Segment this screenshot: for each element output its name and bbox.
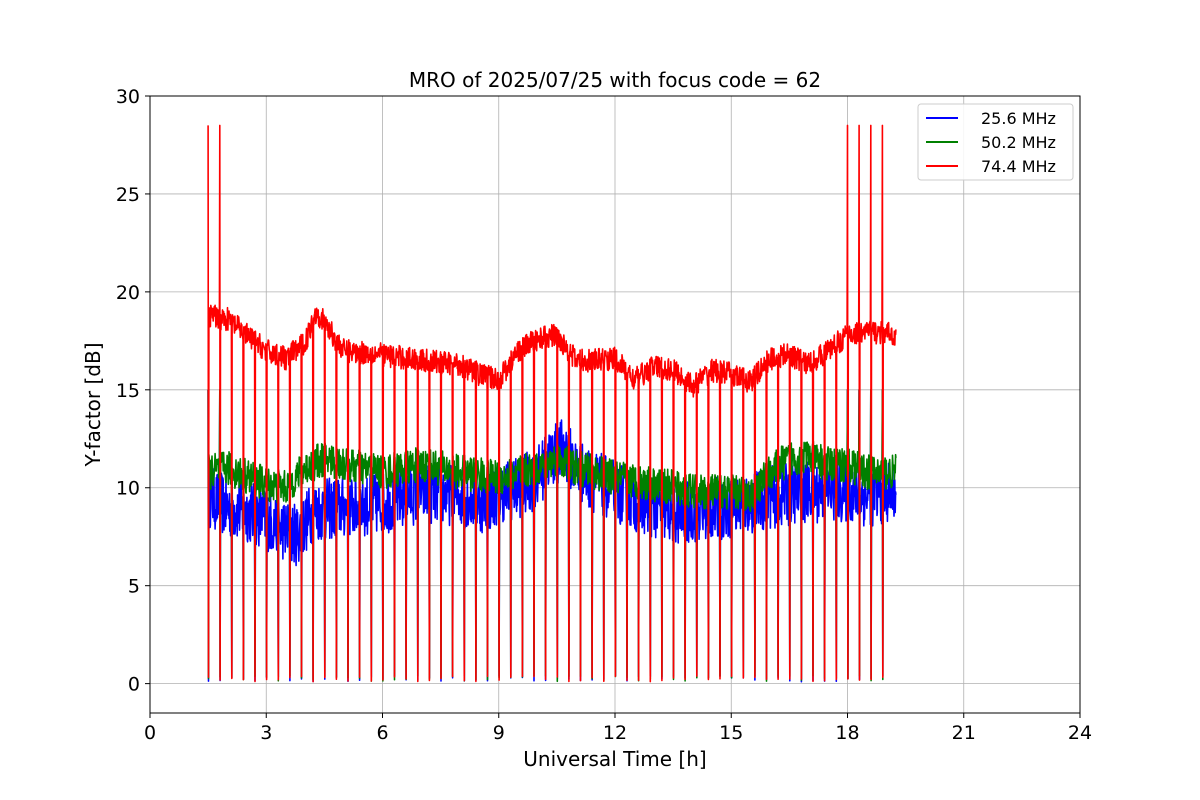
x-tick-label: 3 <box>260 722 272 744</box>
chart-title: MRO of 2025/07/25 with focus code = 62 <box>409 68 821 92</box>
x-axis-label: Universal Time [h] <box>523 747 706 771</box>
x-tick-label: 15 <box>719 722 743 744</box>
series-line <box>207 389 897 683</box>
x-tick-label: 12 <box>603 722 627 744</box>
plot-area <box>207 124 897 683</box>
y-tick-label: 15 <box>116 380 140 402</box>
y-tick-label: 5 <box>128 576 140 598</box>
series-line <box>207 389 897 683</box>
x-tick-label: 0 <box>144 722 156 744</box>
y-tick-label: 30 <box>116 86 140 108</box>
x-tick-label: 6 <box>376 722 388 744</box>
y-tick-label: 10 <box>116 478 140 500</box>
y-tick-label: 20 <box>116 282 140 304</box>
x-tick-label: 9 <box>493 722 505 744</box>
x-tick-label: 24 <box>1068 722 1092 744</box>
legend-entry: 74.4 MHz <box>981 157 1056 176</box>
y-axis-label: Y-factor [dB] <box>81 342 105 467</box>
legend-box <box>917 103 1074 181</box>
legend-entry: 50.2 MHz <box>981 133 1056 152</box>
ticks: 0 3 6 9 12 15 18 21 24 0 5 10 15 20 25 30 <box>116 86 1092 744</box>
y-tick-label: 0 <box>128 674 140 696</box>
x-tick-label: 21 <box>952 722 976 744</box>
legend: 25.6 MHz 50.2 MHz 74.4 MHz <box>917 103 1074 181</box>
legend-entry: 25.6 MHz <box>981 109 1056 128</box>
y-tick-label: 25 <box>116 184 140 206</box>
series-line <box>207 124 897 683</box>
x-tick-label: 18 <box>835 722 859 744</box>
